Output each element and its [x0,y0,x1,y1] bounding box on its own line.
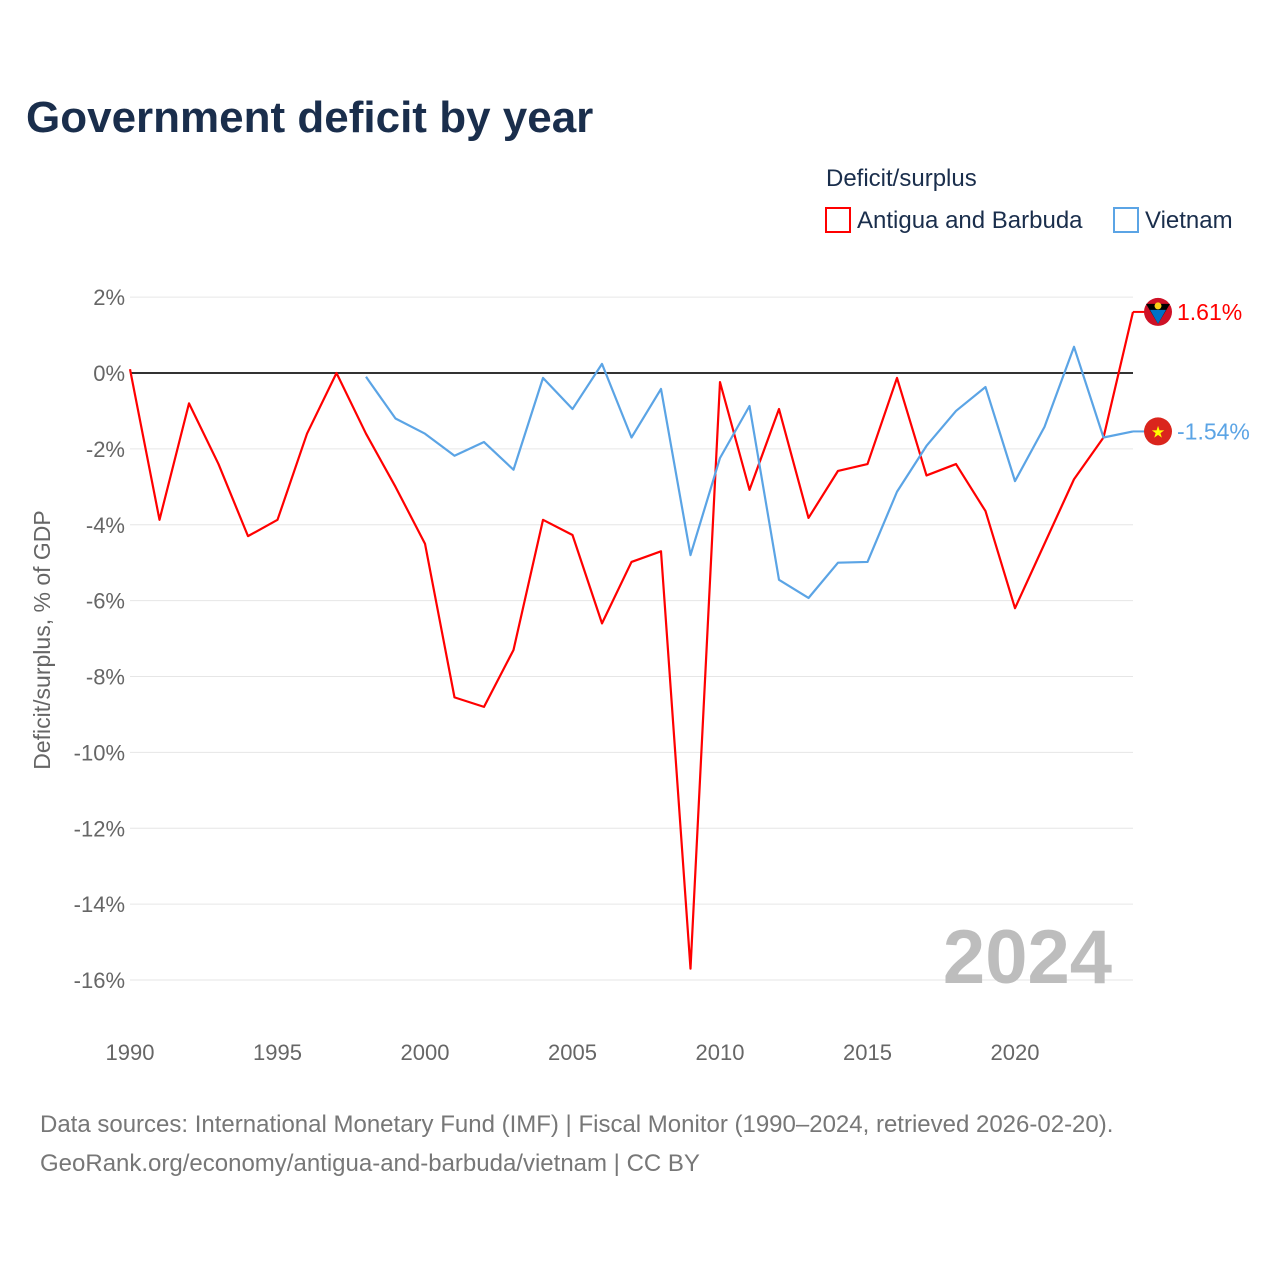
legend-swatch [825,207,851,233]
end-value-label: -1.54% [1177,418,1250,444]
y-tick-label: 2% [93,285,125,310]
x-tick-label: 2010 [696,1040,745,1065]
y-tick-label: -14% [74,892,125,917]
flag-star: ★ [1151,424,1165,441]
y-tick-label: -6% [86,589,125,614]
x-tick-label: 2020 [991,1040,1040,1065]
vietnam-flag-icon [1144,417,1172,446]
x-tick-label: 2005 [548,1040,597,1065]
series-line-antigua-and-barbuda [128,311,1135,970]
series-line-vietnam [365,345,1134,600]
x-tick-label: 2000 [401,1040,450,1065]
x-tick-label: 1995 [253,1040,302,1065]
legend: Antigua and Barbuda Vietnam [825,207,1233,234]
grid: 2% 0% -2% -4% -6% -8% -10% -12% -14% -16% 1990 1995… [74,285,1133,1065]
legend-title: Deficit/surplus [826,165,977,192]
y-tick-label: -10% [74,740,125,765]
series-layer: 1.61% ★ -1.54% [128,297,1250,970]
legend-label: Vietnam [1145,207,1233,234]
y-tick-label: -4% [86,513,125,538]
end-value-label: 1.61% [1177,299,1242,325]
legend-label: Antigua and Barbuda [857,207,1083,234]
source-line-2: GeoRank.org/economy/antigua-and-barbuda/… [40,1150,700,1177]
x-tick-label: 2015 [843,1040,892,1065]
y-tick-label: -12% [74,816,125,841]
y-tick-label: -8% [86,665,125,690]
flag-sun [1154,302,1162,310]
chart-title: Government deficit by year [26,93,593,142]
y-tick-label: -2% [86,437,125,462]
source-line-1: Data sources: International Monetary Fun… [40,1111,1113,1138]
y-axis-label: Deficit/surplus, % of GDP [29,510,55,769]
flag-stripe [1150,309,1166,324]
year-watermark: 2024 [943,915,1112,1000]
y-tick-label: 0% [93,361,125,386]
y-tick-label: -16% [74,968,125,993]
x-tick-label: 1990 [106,1040,155,1065]
legend-swatch [1113,207,1139,233]
